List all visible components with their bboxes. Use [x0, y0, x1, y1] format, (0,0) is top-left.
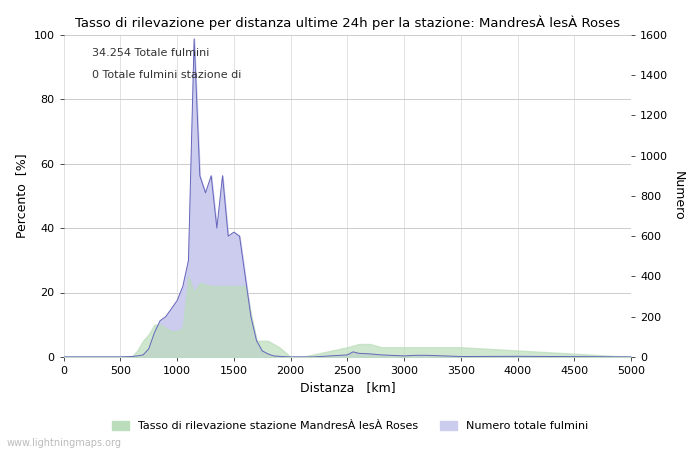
Text: 34.254 Totale fulmini: 34.254 Totale fulmini	[92, 48, 209, 58]
X-axis label: Distanza   [km]: Distanza [km]	[300, 382, 395, 395]
Legend: Tasso di rilevazione stazione MandresÀ lesÀ Roses, Numero totale fulmini: Tasso di rilevazione stazione MandresÀ l…	[108, 416, 592, 436]
Y-axis label: Percento  [%]: Percento [%]	[15, 153, 28, 238]
Y-axis label: Numero: Numero	[672, 171, 685, 220]
Text: www.lightningmaps.org: www.lightningmaps.org	[7, 438, 122, 448]
Title: Tasso di rilevazione per distanza ultime 24h per la stazione: MandresÀ lesÀ Rose: Tasso di rilevazione per distanza ultime…	[75, 15, 620, 30]
Text: 0 Totale fulmini stazione di: 0 Totale fulmini stazione di	[92, 70, 242, 80]
